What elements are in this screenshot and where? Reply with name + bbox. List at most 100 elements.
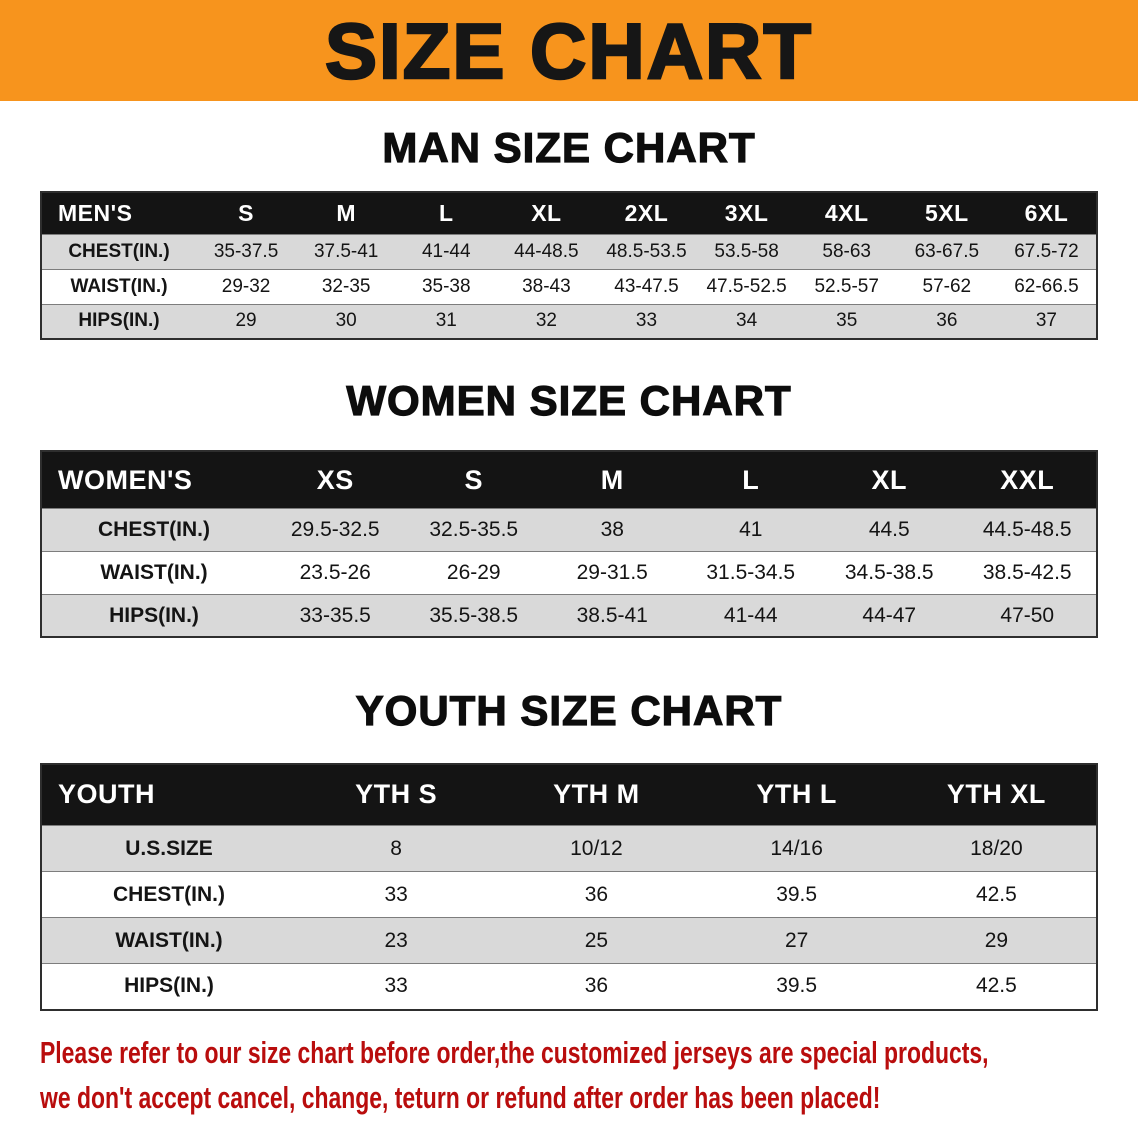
size-column-header: XS [266,451,405,509]
table-title-cell: YOUTH [41,763,296,826]
row-label: CHEST(IN.) [41,507,266,552]
size-value-cell: 37 [996,303,1097,340]
size-column-header: 2XL [596,192,697,235]
size-column-header: 5XL [896,192,997,235]
size-value-cell: 53.5-58 [696,233,797,270]
size-value-cell: 48.5-53.5 [596,233,697,270]
table-row: HIPS(IN.) 33-35.5 35.5-38.5 38.5-41 41-44 44-… [41,593,1097,638]
size-column-header: YTH XL [896,763,1097,826]
womens-size-chart-section: WOMEN SIZE CHART WOMEN'S XS S M L XL XXL CHEST(I… [0,377,1138,639]
size-value-cell: 23 [296,917,497,964]
youth-size-chart-section: YOUTH SIZE CHART YOUTH YTH S YTH M YTH L YTH … [0,687,1138,1011]
size-value-cell: 35.5-38.5 [404,593,543,638]
size-value-cell: 38 [543,507,682,552]
size-column-header: 3XL [696,192,797,235]
size-value-cell: 38-43 [496,268,597,305]
size-column-header: XXL [958,451,1097,509]
size-value-cell: 29-31.5 [543,550,682,595]
womens-size-table: WOMEN'S XS S M L XL XXL CHEST(IN.) 29.5-32.5 32.5… [40,450,1098,639]
size-value-cell: 29 [896,917,1097,964]
size-value-cell: 8 [296,825,497,872]
size-value-cell: 14/16 [696,825,897,872]
size-column-header: YTH L [696,763,897,826]
header-row: WOMEN'S XS S M L XL XXL [41,451,1097,509]
size-value-cell: 30 [296,303,397,340]
size-value-cell: 47.5-52.5 [696,268,797,305]
size-value-cell: 23.5-26 [266,550,405,595]
size-value-cell: 62-66.5 [996,268,1097,305]
size-value-cell: 36 [496,963,697,1010]
size-value-cell: 38.5-42.5 [958,550,1097,595]
size-value-cell: 39.5 [696,963,897,1010]
size-column-header: XL [820,451,959,509]
row-label: WAIST(IN.) [41,917,296,964]
table-row: WAIST(IN.) 23.5-26 26-29 29-31.5 31.5-34.5 34… [41,550,1097,595]
table-row: U.S.SIZE 8 10/12 14/16 18/20 [41,825,1097,872]
size-value-cell: 33-35.5 [266,593,405,638]
size-value-cell: 34.5-38.5 [820,550,959,595]
size-value-cell: 32 [496,303,597,340]
size-value-cell: 31.5-34.5 [681,550,820,595]
size-value-cell: 41 [681,507,820,552]
size-value-cell: 27 [696,917,897,964]
table-title-cell: MEN'S [41,192,196,235]
size-value-cell: 32.5-35.5 [404,507,543,552]
row-label: HIPS(IN.) [41,593,266,638]
size-value-cell: 58-63 [796,233,897,270]
size-value-cell: 10/12 [496,825,697,872]
size-value-cell: 41-44 [681,593,820,638]
size-column-header: S [196,192,297,235]
size-column-header: M [296,192,397,235]
size-value-cell: 35-38 [396,268,497,305]
size-value-cell: 47-50 [958,593,1097,638]
table-row: WAIST(IN.) 23 25 27 29 [41,917,1097,964]
size-value-cell: 31 [396,303,497,340]
youth-size-table: YOUTH YTH S YTH M YTH L YTH XL U.S.SIZE 8 10/12… [40,762,1098,1011]
size-value-cell: 35-37.5 [196,233,297,270]
row-label: CHEST(IN.) [41,233,196,270]
size-value-cell: 29.5-32.5 [266,507,405,552]
table-row: HIPS(IN.) 33 36 39.5 42.5 [41,963,1097,1010]
size-value-cell: 35 [796,303,897,340]
size-value-cell: 38.5-41 [543,593,682,638]
size-column-header: XL [496,192,597,235]
size-value-cell: 63-67.5 [896,233,997,270]
table-row: HIPS(IN.) 29 30 31 32 33 34 35 36 37 [41,303,1097,340]
row-label: WAIST(IN.) [41,550,266,595]
table-row: CHEST(IN.) 29.5-32.5 32.5-35.5 38 41 44.5 44.5… [41,507,1097,552]
size-value-cell: 32-35 [296,268,397,305]
size-value-cell: 41-44 [396,233,497,270]
row-label: HIPS(IN.) [41,963,296,1010]
size-column-header: 6XL [996,192,1097,235]
size-value-cell: 44-47 [820,593,959,638]
size-column-header: YTH M [496,763,697,826]
table-row: CHEST(IN.) 33 36 39.5 42.5 [41,871,1097,918]
size-value-cell: 44.5 [820,507,959,552]
row-label: CHEST(IN.) [41,871,296,918]
size-column-header: M [543,451,682,509]
size-value-cell: 44.5-48.5 [958,507,1097,552]
mens-chart-heading: MAN SIZE CHART [382,124,756,172]
mens-size-table: MEN'S S M L XL 2XL 3XL 4XL 5XL 6XL CHEST(IN.) 35-37… [40,191,1098,341]
mens-size-chart-section: MAN SIZE CHART MEN'S S M L XL 2XL 3XL 4XL 5XL 6XL C… [0,124,1138,341]
size-value-cell: 26-29 [404,550,543,595]
size-value-cell: 42.5 [896,871,1097,918]
size-value-cell: 42.5 [896,963,1097,1010]
size-value-cell: 36 [896,303,997,340]
size-value-cell: 44-48.5 [496,233,597,270]
sections-container: MAN SIZE CHART MEN'S S M L XL 2XL 3XL 4XL 5XL 6XL C… [0,124,1138,1011]
size-column-header: L [396,192,497,235]
row-label: WAIST(IN.) [41,268,196,305]
page-title: SIZE CHART [324,6,813,95]
size-value-cell: 25 [496,917,697,964]
size-column-header: YTH S [296,763,497,826]
youth-chart-heading: YOUTH SIZE CHART [355,687,783,735]
size-value-cell: 52.5-57 [796,268,897,305]
banner: SIZE CHART [0,0,1138,101]
size-column-header: 4XL [796,192,897,235]
footer-note-line-2: we don't accept cancel, change, teturn o… [40,1079,881,1115]
size-value-cell: 37.5-41 [296,233,397,270]
size-value-cell: 39.5 [696,871,897,918]
footer-note: Please refer to our size chart before or… [40,1031,1138,1121]
size-value-cell: 67.5-72 [996,233,1097,270]
